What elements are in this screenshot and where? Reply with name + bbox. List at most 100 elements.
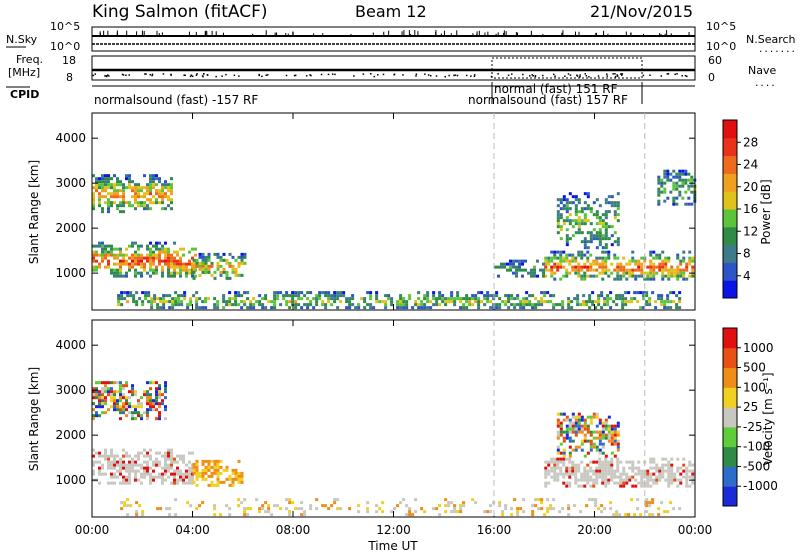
echo-cell <box>571 439 575 443</box>
echo-cell <box>589 484 593 488</box>
echo-cell <box>125 478 128 482</box>
echo-cell <box>140 259 143 263</box>
echo-cell <box>649 457 653 461</box>
echo-cell <box>137 411 140 415</box>
echo-cell <box>158 387 161 391</box>
echo-cell <box>567 513 571 517</box>
echo-cell <box>645 504 649 508</box>
echo-cell <box>140 262 143 266</box>
echo-cell <box>171 303 175 307</box>
echo-cell <box>140 201 143 205</box>
echo-cell <box>607 472 611 476</box>
echo-cell <box>426 306 430 310</box>
echo-cell <box>616 430 620 434</box>
colorbar-tick-label: -500 <box>743 459 770 473</box>
echo-cell <box>119 262 122 266</box>
echo-cell <box>194 274 197 278</box>
echo-cell <box>122 387 125 391</box>
echo-cell <box>195 291 199 295</box>
echo-cell <box>607 427 611 431</box>
echo-cell <box>207 264 211 268</box>
echo-cell <box>113 475 116 479</box>
echo-cell <box>95 381 98 385</box>
echo-cell <box>660 303 664 307</box>
echo-cell <box>164 247 167 251</box>
echo-cell <box>381 501 385 505</box>
echo-cell <box>648 513 652 517</box>
echo-cell <box>420 507 424 511</box>
echo-cell <box>516 294 520 298</box>
echo-cell <box>610 439 614 443</box>
echo-cell <box>477 300 481 304</box>
echo-cell <box>622 478 626 482</box>
echo-cell <box>625 262 629 266</box>
echo-cell <box>669 190 673 194</box>
echo-cell <box>531 510 535 514</box>
echo-cell <box>616 213 620 217</box>
echo-cell <box>559 250 563 254</box>
freq-trace <box>92 68 695 78</box>
nave-dot <box>642 74 645 77</box>
echo-cell <box>663 199 667 203</box>
echo-cell <box>252 306 256 310</box>
echo-cell <box>685 472 689 476</box>
echo-cell <box>126 294 130 298</box>
echo-cell <box>98 399 101 403</box>
echo-cell <box>687 184 691 188</box>
echo-cell <box>574 207 578 211</box>
echo-cell <box>616 268 620 272</box>
echo-cell <box>107 183 110 187</box>
echo-cell <box>583 262 587 266</box>
echo-cell <box>604 427 608 431</box>
echo-cell <box>550 259 554 263</box>
nave-dot <box>258 74 260 77</box>
echo-cell <box>562 274 566 278</box>
echo-cell <box>616 277 620 281</box>
echo-cell <box>613 472 617 476</box>
echo-cell <box>447 297 451 301</box>
echo-cell <box>110 396 113 400</box>
echo-cell <box>164 387 167 391</box>
echo-cell <box>110 271 113 275</box>
echo-cell <box>672 187 676 191</box>
echo-cell <box>119 387 122 391</box>
echo-cell <box>234 270 238 274</box>
echo-cell <box>176 250 179 254</box>
nave-dot <box>676 73 678 75</box>
echo-cell <box>119 460 122 464</box>
echo-cell <box>137 262 140 266</box>
echo-cell <box>625 460 629 464</box>
echo-cell <box>188 451 191 455</box>
echo-cell <box>195 300 199 304</box>
echo-cell <box>240 258 244 262</box>
echo-cell <box>167 451 170 455</box>
echo-cell <box>125 201 128 205</box>
echo-cell <box>468 303 472 307</box>
nave-dot <box>258 73 260 76</box>
echo-cell <box>681 181 685 185</box>
echo-cell <box>207 483 211 487</box>
echo-cell <box>261 303 265 307</box>
echo-cell <box>408 294 412 298</box>
echo-cell <box>113 262 116 266</box>
echo-cell <box>146 247 149 251</box>
y-tick-label: 1000 <box>55 266 86 280</box>
echo-cell <box>101 463 104 467</box>
echo-cell <box>562 448 566 452</box>
echo-cell <box>167 262 170 266</box>
echo-cell <box>390 303 394 307</box>
echo-cell <box>213 468 217 472</box>
echo-cell <box>583 253 587 257</box>
echo-cell <box>642 291 646 295</box>
echo-cell <box>213 465 217 469</box>
echo-cell <box>210 459 214 463</box>
echo-cell <box>595 430 599 434</box>
echo-cell <box>550 271 554 275</box>
colorbar-swatch <box>723 328 737 349</box>
echo-cell <box>110 192 113 196</box>
echo-cell <box>98 405 101 409</box>
echo-cell <box>616 433 620 437</box>
echo-cell <box>128 460 131 464</box>
echo-cell <box>444 504 448 508</box>
echo-cell <box>98 396 101 400</box>
